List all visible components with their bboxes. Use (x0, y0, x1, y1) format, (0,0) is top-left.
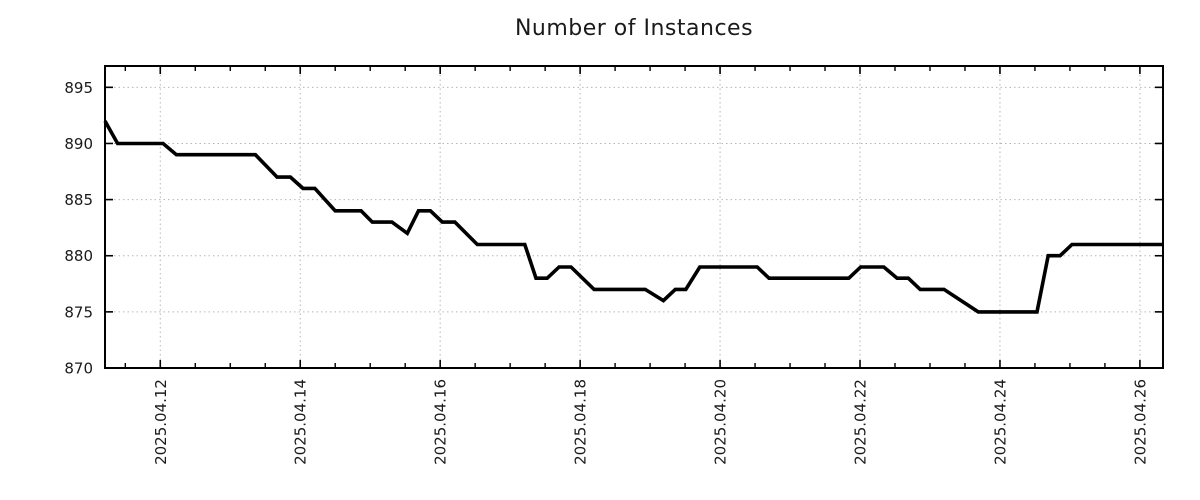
x-tick-label: 2025.04.18 (572, 379, 590, 465)
x-tick-label: 2025.04.26 (1131, 379, 1149, 465)
chart-title: Number of Instances (514, 16, 754, 41)
y-tick-label: 870 (64, 360, 93, 378)
y-tick-label: 880 (64, 247, 93, 265)
y-tick-label: 885 (64, 191, 93, 209)
x-tick-label: 2025.04.20 (712, 379, 730, 465)
x-tick-label: 2025.04.24 (991, 379, 1009, 465)
x-tick-label: 2025.04.12 (152, 379, 170, 465)
y-tick-label: 895 (64, 79, 93, 97)
plot-border (104, 65, 1164, 369)
y-tick-label: 875 (64, 303, 93, 321)
x-tick-label: 2025.04.22 (852, 379, 870, 465)
y-tick-label: 890 (64, 135, 93, 153)
x-tick-label: 2025.04.16 (432, 379, 450, 465)
x-tick-label: 2025.04.14 (292, 379, 310, 465)
data-line-instances (103, 120, 1163, 314)
